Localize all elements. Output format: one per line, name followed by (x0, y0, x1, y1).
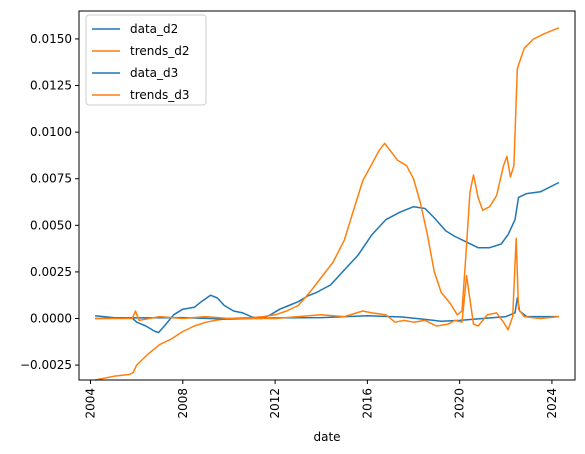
series-lines (94, 27, 560, 381)
x-tick-label: 2024 (545, 388, 559, 419)
x-axis: 2004 2008 2012 2016 2020 2024 (84, 380, 559, 419)
y-axis: −0.0025 0.0000 0.0025 0.0050 0.0075 0.0100 0.0… (20, 32, 79, 372)
y-tick-label: 0.0075 (30, 172, 72, 186)
y-tick-label: 0.0000 (30, 312, 72, 326)
x-axis-title: date (313, 430, 340, 444)
plot-frame (78, 10, 576, 381)
x-tick-label: 2020 (453, 388, 467, 419)
x-tick-label: 2008 (176, 388, 190, 419)
series-line-trends-d2 (94, 27, 560, 381)
legend-label: data_d2 (130, 22, 178, 36)
y-tick-label: 0.0100 (30, 125, 72, 139)
y-tick-label: 0.0150 (30, 32, 72, 46)
y-tick-label: 0.0025 (30, 265, 72, 279)
y-tick-label: 0.0050 (30, 218, 72, 232)
series-line-trends-d3 (95, 237, 559, 331)
y-tick-label: −0.0025 (20, 358, 72, 372)
legend-label: data_d3 (130, 66, 178, 80)
x-tick-label: 2004 (84, 388, 98, 419)
legend-label: trends_d3 (130, 88, 189, 102)
legend: data_d2 trends_d2 data_d3 trends_d3 (85, 14, 207, 106)
legend-box (85, 14, 207, 106)
series-line-data-d2 (95, 181, 560, 334)
x-tick-label: 2016 (360, 388, 374, 419)
y-tick-label: 0.0125 (30, 79, 72, 93)
legend-label: trends_d2 (130, 44, 189, 58)
x-tick-label: 2012 (268, 388, 282, 419)
